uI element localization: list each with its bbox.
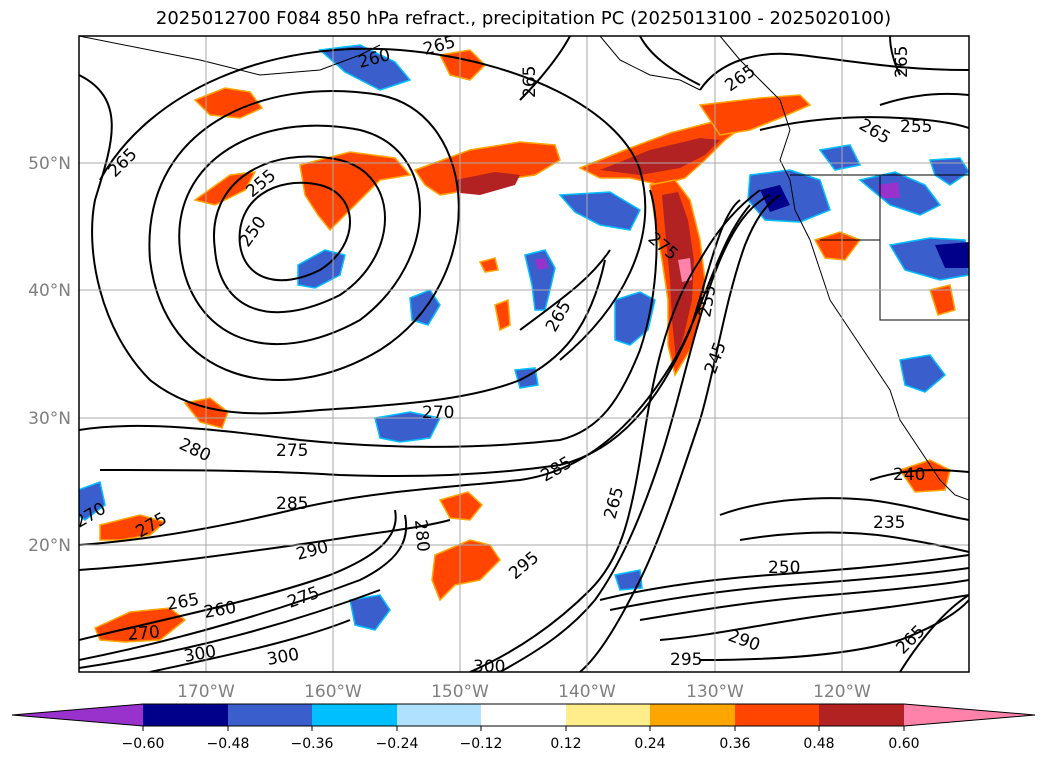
lat-label-50: 50°N <box>28 154 71 174</box>
gridlines <box>79 36 969 672</box>
colorbar-tick-label: 0.12 <box>550 736 581 752</box>
contour-label: 280 <box>410 519 433 553</box>
colorbar-tick-label: −0.36 <box>291 736 334 752</box>
map-title: 2025012700 F084 850 hPa refract., precip… <box>155 8 892 29</box>
colorbar-swatch <box>143 704 228 726</box>
colorbar-swatch <box>312 704 397 726</box>
colorbar-swatch <box>650 704 735 726</box>
contour-label: 285 <box>276 494 308 514</box>
colorbar-tick-label: −0.24 <box>376 736 419 752</box>
contour-label: 235 <box>873 513 905 533</box>
colorbar-tick-label: 0.60 <box>888 736 919 752</box>
colorbar-swatch <box>819 704 904 726</box>
contour-label: 240 <box>893 465 925 485</box>
latitude-labels: 50°N 40°N 30°N 20°N <box>28 154 71 556</box>
lat-label-40: 40°N <box>28 281 71 301</box>
contour-label: 295 <box>670 650 702 670</box>
colorbar-tick-label: −0.60 <box>122 736 165 752</box>
lon-label-120w: 120°W <box>813 682 871 702</box>
precip-shading <box>79 44 969 643</box>
lat-label-30: 30°N <box>28 409 71 429</box>
contour-label: 265 <box>892 46 912 78</box>
lon-label-170w: 170°W <box>177 682 235 702</box>
lon-label-150w: 150°W <box>431 682 489 702</box>
coastlines <box>79 36 969 501</box>
colorbar-tick-label: −0.12 <box>460 736 503 752</box>
longitude-labels: 170°W 160°W 150°W 140°W 130°W 120°W <box>177 682 871 702</box>
colorbar-extend-high <box>904 704 1035 726</box>
colorbar-swatch <box>735 704 819 726</box>
refractivity-contours <box>79 36 969 672</box>
lat-label-20: 20°N <box>28 536 71 556</box>
map-plot-area: 265 260 265 265 265 265 255 265 255 250 … <box>79 32 969 677</box>
contour-label: 270 <box>422 403 454 423</box>
contour-label: 275 <box>276 441 308 461</box>
contour-label: 250 <box>768 558 800 578</box>
contour-label: 265 <box>520 66 540 98</box>
colorbar-tick-label: 0.36 <box>719 736 750 752</box>
lon-label-130w: 130°W <box>686 682 744 702</box>
colorbar-swatch <box>481 704 566 726</box>
contour-label: 300 <box>473 657 505 677</box>
colorbar-swatch <box>566 704 650 726</box>
colorbar-extend-low <box>12 704 143 726</box>
lon-label-140w: 140°W <box>558 682 616 702</box>
colorbar-tick-label: 0.48 <box>803 736 834 752</box>
contour-label: 265 <box>421 32 458 60</box>
colorbar-tick-label: 0.24 <box>634 736 665 752</box>
colorbar-tick-label: −0.48 <box>207 736 250 752</box>
map-frame <box>78 35 970 673</box>
colorbar: −0.60 −0.48 −0.36 −0.24 −0.12 0.12 0.24 … <box>11 703 1036 752</box>
contour-label: 255 <box>900 117 932 137</box>
lon-label-160w: 160°W <box>304 682 362 702</box>
colorbar-swatch <box>228 704 312 726</box>
colorbar-swatch <box>397 704 481 726</box>
contour-label: 270 <box>127 622 161 645</box>
